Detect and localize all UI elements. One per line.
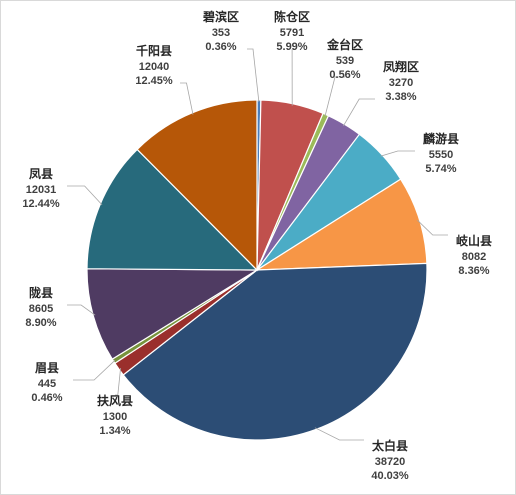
leader-line [67,304,96,316]
slice-label: 麟游县 5550 5.74% [423,131,459,175]
leader-line [343,98,375,127]
slice-label-name: 陇县 [29,285,53,300]
slice-label-percent: 3.38% [385,91,416,103]
slice-label-percent: 1.34% [99,425,130,437]
slice-label-value: 445 [38,378,56,390]
slice-label-value: 8082 [462,251,486,263]
slice-label-value: 539 [336,55,354,67]
slice-label: 陇县 8605 8.90% [25,285,56,329]
slice-label-name: 眉县 [35,361,59,375]
slice-label-name: 岐山县 [456,233,492,248]
slice-label-value: 38720 [375,456,406,468]
leader-line [324,76,345,117]
slice-label: 凤翔区 3270 3.38% [383,59,419,103]
slice-label: 碧滨区 353 0.36% [202,9,239,53]
slice-label-percent: 8.36% [458,265,489,277]
slice-label-name: 麟游县 [423,131,459,146]
pie-slice [86,148,259,271]
slice-label: 扶风县 1300 1.34% [97,393,133,437]
slice-label: 眉县 445 0.46% [31,361,62,404]
slice-label-percent: 0.46% [31,392,62,404]
slice-label-value: 12040 [139,61,170,73]
slice-label-percent: 40.03% [371,470,409,482]
slice-label-name: 扶风县 [97,393,133,408]
slice-label: 岐山县 8082 8.36% [456,233,492,277]
slice-label-percent: 12.44% [22,198,60,210]
slice-label-name: 凤翔区 [383,59,419,74]
pie-slice [122,262,428,441]
slice-label-percent: 5.99% [276,41,307,53]
slice-label-percent: 0.36% [205,41,236,53]
leader-lines [67,48,448,441]
slice-label-name: 碧滨区 [202,9,239,24]
slice-label-value: 8605 [29,303,53,315]
leader-line [247,48,260,103]
slice-label-percent: 5.74% [425,163,456,175]
slice-label-percent: 8.90% [25,317,56,329]
pie-slice [254,178,428,271]
slice-label-percent: 12.45% [135,75,173,87]
pie-slices [86,99,428,441]
slice-label-value: 3270 [389,77,413,89]
slice-label: 陈仓区 5791 5.99% [274,9,310,53]
slice-label-percent: 0.56% [329,69,360,81]
slice-label-name: 凤县 [29,167,53,181]
slice-label-name: 陈仓区 [274,9,310,24]
slice-label-value: 12031 [26,184,57,196]
leader-line [73,359,116,381]
slice-label-value: 5791 [280,27,304,39]
slice-label: 千阳县 12040 12.45% [135,43,173,87]
leader-line [417,219,448,236]
slice-label: 太白县 38720 40.03% [371,438,409,482]
slice-label-value: 353 [212,27,230,39]
leader-line [67,185,103,206]
slice-label-name: 金台区 [326,37,363,52]
leader-line [380,150,415,157]
slice-label-value: 5550 [429,149,453,161]
pie-slice [86,268,260,360]
slice-label-value: 1300 [103,411,127,423]
slice-label-name: 千阳县 [136,43,172,58]
leader-line [115,367,121,396]
leader-line [180,82,194,115]
slice-label: 金台区 539 0.56% [326,37,363,81]
data-labels: 碧滨区 353 0.36% 陈仓区 5791 5.99% 金台区 539 0.56% 凤翔区 327… [22,9,492,482]
leader-line [314,427,364,441]
slice-label: 凤县 12031 12.44% [22,167,60,210]
slice-label-name: 太白县 [372,438,408,453]
